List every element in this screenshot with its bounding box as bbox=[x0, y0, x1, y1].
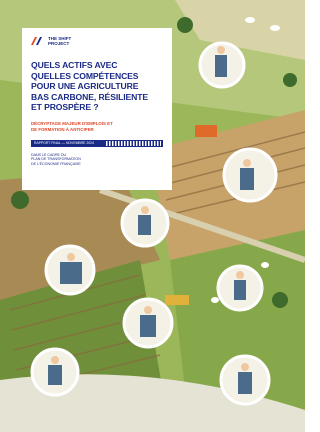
subtitle: DÉCRYPTAGE MAJEUR D'EMPLOIS ET DE FORMAT… bbox=[31, 121, 163, 133]
page: THE SHIFT PROJECT QUELS ACTIFS AVEC QUEL… bbox=[0, 0, 305, 432]
title-line: ET PROSPÈRE ? bbox=[31, 102, 163, 113]
title-card: THE SHIFT PROJECT QUELS ACTIFS AVEC QUEL… bbox=[22, 28, 172, 190]
title-line: BAS CARBONE, RÉSILIENTE bbox=[31, 92, 163, 103]
logo: THE SHIFT PROJECT bbox=[31, 36, 163, 46]
banner-pattern bbox=[106, 141, 161, 146]
logo-mark bbox=[31, 37, 44, 45]
title: QUELS ACTIFS AVEC QUELLES COMPÉTENCES PO… bbox=[31, 60, 163, 113]
footer-note: DANS LE CADRE DU PLAN DE TRANSFORMATION … bbox=[31, 153, 163, 167]
logo-line: PROJECT bbox=[48, 41, 71, 46]
note-line: DE L'ÉCONOMIE FRANÇAISE bbox=[31, 162, 163, 167]
subtitle-line: DE FORMATION À ANTICIPER bbox=[31, 127, 163, 133]
banner-text: RAPPORT FINAL — NOVEMBRE 2024 bbox=[34, 141, 94, 145]
title-line: QUELS ACTIFS AVEC bbox=[31, 60, 163, 71]
title-line: POUR UNE AGRICULTURE bbox=[31, 81, 163, 92]
banner: RAPPORT FINAL — NOVEMBRE 2024 bbox=[31, 140, 163, 147]
logo-text: THE SHIFT PROJECT bbox=[48, 36, 71, 46]
title-line: QUELLES COMPÉTENCES bbox=[31, 71, 163, 82]
